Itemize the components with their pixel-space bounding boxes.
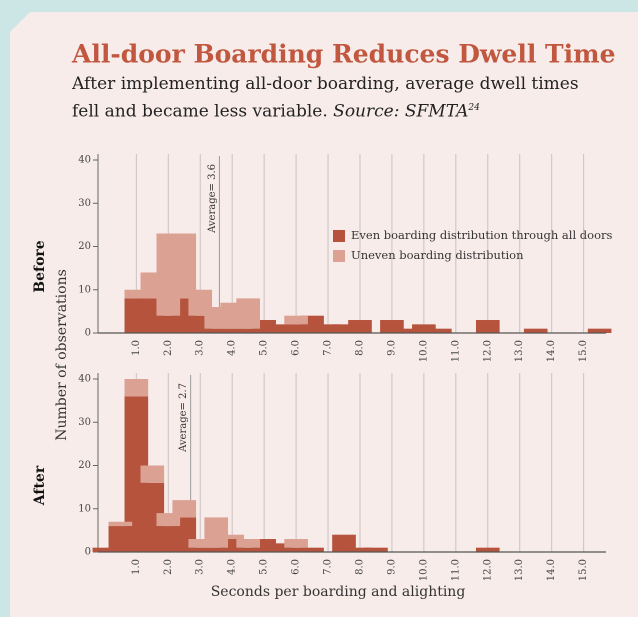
bar-segment [204, 517, 229, 548]
legend-swatch [333, 250, 345, 262]
x-tick-label: 8.0 [354, 340, 365, 356]
x-tick-label: 2.0 [163, 559, 174, 575]
legend-label: Even boarding distribution through all d… [351, 228, 613, 242]
bar-segment [587, 328, 612, 333]
x-tick-label: 9.0 [386, 340, 397, 356]
panel-background [10, 12, 638, 617]
chart-title: All-door Boarding Reduces Dwell Time [71, 40, 616, 69]
bar-segment [220, 328, 245, 333]
x-tick-label: 8.0 [354, 559, 365, 575]
y-tick-label: 40 [78, 155, 91, 166]
x-tick-label: 13.0 [514, 340, 525, 362]
x-tick-label: 11.0 [450, 559, 461, 581]
bar-segment [268, 324, 292, 333]
bar-segment [188, 539, 213, 548]
bar-segment [268, 543, 292, 552]
bar-segment [284, 547, 308, 552]
bar-segment [284, 324, 308, 333]
y-tick-label: 20 [78, 241, 91, 252]
legend-swatch [333, 230, 345, 242]
x-tick-label: 12.0 [482, 340, 493, 362]
bar-segment [348, 547, 372, 552]
bar-segment [140, 465, 165, 483]
panel-label: After [32, 465, 48, 506]
bar-segment [236, 547, 260, 552]
y-tick-label: 30 [78, 417, 91, 428]
x-tick-label: 4.0 [227, 559, 238, 575]
bar-segment [204, 328, 229, 333]
x-tick-label: 12.0 [482, 559, 493, 581]
average-label: Average= 3.6 [207, 164, 218, 234]
y-tick-label: 30 [78, 198, 91, 209]
y-axis-label: Number of observations [54, 269, 70, 441]
bar-segment [172, 233, 197, 299]
x-tick-label: 6.0 [291, 340, 302, 356]
bar-segment [124, 289, 149, 299]
bar-segment [332, 324, 356, 333]
bar-segment [316, 324, 340, 333]
panel-label: Before [32, 240, 48, 292]
x-tick-label: 6.0 [291, 559, 302, 575]
bar-segment [428, 328, 452, 333]
x-tick-label: 3.0 [195, 340, 206, 356]
x-tick-label: 13.0 [514, 559, 525, 581]
bar-segment [236, 539, 260, 548]
x-tick-label: 4.0 [227, 340, 238, 356]
bar-segment [204, 547, 229, 552]
bar-segment [475, 547, 500, 552]
bar-segment [475, 320, 500, 333]
x-tick-label: 15.0 [578, 559, 589, 581]
x-tick-label: 15.0 [578, 340, 589, 362]
bar-segment [220, 534, 245, 540]
subtitle: After implementing all-door boarding, av… [72, 72, 592, 124]
bar-segment [284, 539, 308, 548]
source-note: 24 [468, 103, 480, 113]
y-tick-label: 0 [85, 547, 91, 558]
x-tick-label: 5.0 [259, 559, 270, 575]
average-label: Average= 2.7 [178, 383, 189, 453]
bar-segment [364, 547, 388, 552]
x-tick-label: 7.0 [323, 340, 334, 356]
x-tick-label: 10.0 [418, 559, 429, 581]
bar-segment [188, 547, 213, 552]
x-tick-label: 2.0 [163, 340, 174, 356]
x-tick-label: 10.0 [418, 340, 429, 362]
bar-segment [300, 547, 324, 552]
bar-segment [236, 298, 260, 329]
y-tick-label: 40 [78, 374, 91, 385]
x-tick-label: 14.0 [546, 559, 557, 581]
bar-segment [284, 315, 308, 325]
x-tick-label: 14.0 [546, 340, 557, 362]
y-tick-label: 10 [78, 503, 91, 514]
bar-segment [92, 547, 117, 552]
x-tick-label: 11.0 [450, 340, 461, 362]
bar-segment [124, 379, 149, 397]
bar-segment [396, 328, 420, 333]
x-tick-label: 1.0 [131, 559, 142, 575]
x-tick-label: 1.0 [131, 340, 142, 356]
subtitle-text: After implementing all-door boarding, av… [72, 74, 579, 122]
x-tick-label: 5.0 [259, 340, 270, 356]
bar-segment [348, 320, 372, 333]
x-axis-label: Seconds per boarding and alighting [211, 584, 466, 600]
bar-segment [523, 328, 548, 333]
x-tick-label: 9.0 [386, 559, 397, 575]
x-tick-label: 3.0 [195, 559, 206, 575]
bar-segment [108, 521, 133, 527]
source: Source: SFMTA [333, 101, 469, 122]
bar-segment [412, 324, 436, 333]
subtitle-box: After implementing all-door boarding, av… [72, 72, 592, 124]
bar-segment [172, 500, 197, 518]
y-tick-label: 10 [78, 284, 91, 295]
bar-segment [236, 328, 260, 333]
x-tick-label: 7.0 [323, 559, 334, 575]
y-tick-label: 20 [78, 460, 91, 471]
legend-label: Uneven boarding distribution [351, 248, 524, 262]
y-tick-label: 0 [85, 328, 91, 339]
